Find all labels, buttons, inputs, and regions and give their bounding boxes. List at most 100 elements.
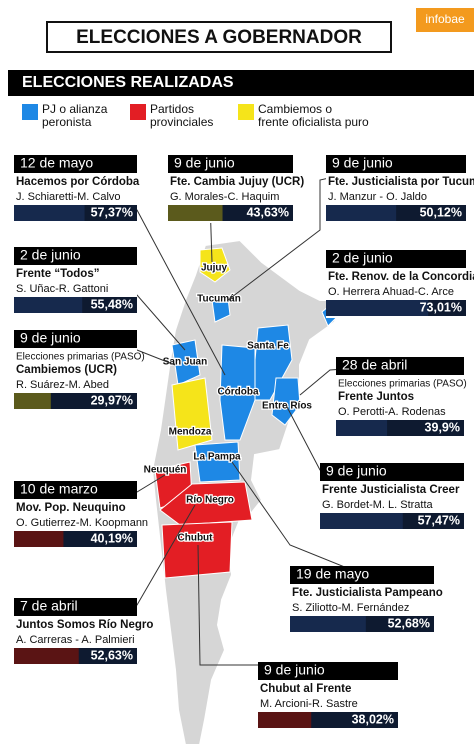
party: Fte. Renov. de la Concordia — [328, 271, 474, 283]
candidates: G. Morales-C. Haquim — [170, 191, 279, 203]
date-box — [14, 330, 137, 348]
value-label: 73,01% — [420, 300, 462, 314]
candidates: O. Herrera Ahuad-C. Arce — [328, 286, 454, 298]
date: 28 de abril — [342, 357, 407, 373]
party: Fte. Cambia Jujuy (UCR) — [170, 176, 304, 188]
party: Hacemos por Córdoba — [16, 176, 140, 188]
bar — [168, 205, 223, 221]
candidates: J. Manzur - O. Jaldo — [328, 191, 427, 203]
date: 10 de marzo — [20, 481, 98, 497]
party: Frente “Todos” — [16, 268, 99, 280]
province-label: Río Negro — [186, 495, 234, 506]
party: Cambiemos (UCR) — [16, 364, 117, 376]
date: 7 de abril — [20, 598, 78, 614]
date: 19 de mayo — [296, 566, 369, 582]
province-tucuman — [211, 297, 231, 323]
date: 2 de junio — [20, 247, 81, 263]
bar — [326, 300, 429, 316]
note: Elecciones primarias (PASO) — [338, 379, 467, 390]
date-box — [14, 155, 137, 173]
legend-label: frente oficialista puro — [258, 115, 369, 129]
legend-label: Cambiemos o — [258, 102, 332, 116]
legend-label: provinciales — [150, 115, 213, 129]
province-label: Jujuy — [201, 263, 228, 274]
province-label: San Juan — [163, 357, 207, 368]
date-box — [258, 662, 398, 680]
party: Frente Juntos — [338, 391, 414, 403]
candidates: O. Perotti-A. Rodenas — [338, 406, 446, 418]
bar — [258, 712, 312, 728]
party: Chubut al Frente — [260, 683, 351, 695]
date: 9 de junio — [326, 463, 387, 479]
province-label: Tucumán — [197, 294, 241, 305]
date-box — [168, 155, 293, 173]
date-box — [14, 247, 137, 265]
date-box — [320, 463, 464, 481]
candidates: O. Gutierrez-M. Koopmann — [16, 517, 148, 529]
date: 9 de junio — [20, 330, 81, 346]
leader-line — [231, 461, 363, 575]
candidates: A. Carreras - A. Palmieri — [16, 634, 135, 646]
candidates: S. Ziliotto-M. Fernández — [292, 602, 409, 614]
candidates: S. Uñac-R. Gattoni — [16, 283, 108, 295]
candidates: G. Bordet-M. L. Stratta — [322, 499, 434, 511]
province-label: Neuquén — [144, 465, 187, 476]
title-box — [46, 21, 392, 53]
candidates: R. Suárez-M. Abed — [16, 379, 109, 391]
party: Fte. Justicialista por Tucumán — [328, 176, 474, 188]
brand-box — [416, 8, 474, 32]
date-box — [326, 250, 466, 268]
bar — [14, 297, 83, 313]
province-label: Santa Fe — [247, 341, 289, 352]
legend-label: PJ o alianza — [42, 102, 108, 116]
province-chubut — [161, 521, 233, 579]
bar — [336, 420, 388, 436]
legend-swatch — [22, 104, 38, 120]
value-label: 50,12% — [420, 205, 462, 219]
date-box — [14, 481, 137, 499]
value-label: 40,19% — [91, 531, 133, 545]
province-jujuy — [199, 247, 231, 283]
section-title: ELECCIONES REALIZADAS — [22, 74, 234, 91]
candidates: M. Arcioni-R. Sastre — [260, 698, 358, 710]
bar — [290, 616, 366, 632]
legend-swatch — [130, 104, 146, 120]
province-label: Chubut — [178, 533, 214, 544]
bar — [320, 513, 403, 529]
party: Mov. Pop. Neuquino — [16, 502, 126, 514]
date-box — [14, 598, 137, 616]
province-la-pampa — [194, 441, 241, 483]
bar — [14, 205, 85, 221]
value-label: 57,37% — [91, 205, 133, 219]
date: 12 de mayo — [20, 155, 93, 171]
date-box — [336, 357, 464, 375]
party: Frente Justicialista Creer — [322, 484, 460, 496]
section-bar — [8, 70, 474, 96]
legend-label: Partidos — [150, 102, 194, 116]
note: Elecciones primarias (PASO) — [16, 352, 145, 363]
date: 9 de junio — [332, 155, 393, 171]
title: ELECCIONES A GOBERNADOR — [76, 27, 362, 48]
value-label: 38,02% — [352, 712, 394, 726]
date-box — [290, 566, 434, 584]
legend-swatch — [238, 104, 254, 120]
date: 9 de junio — [174, 155, 235, 171]
party: Juntos Somos Río Negro — [16, 619, 153, 631]
value-label: 43,63% — [247, 205, 289, 219]
date-box — [326, 155, 466, 173]
bar — [14, 531, 64, 547]
province-label: Córdoba — [217, 387, 259, 398]
value-label: 39,9% — [425, 420, 460, 434]
date: 2 de junio — [332, 250, 393, 266]
candidates: J. Schiaretti-M. Calvo — [16, 191, 121, 203]
province-mendoza — [171, 377, 213, 451]
bar — [14, 648, 79, 664]
bar — [326, 205, 397, 221]
date: 9 de junio — [264, 662, 325, 678]
value-label: 29,97% — [91, 393, 133, 407]
value-label: 52,68% — [388, 616, 430, 630]
party: Fte. Justicialista Pampeano — [292, 587, 443, 599]
province-entre-rios — [271, 377, 301, 426]
value-label: 57,47% — [418, 513, 460, 527]
